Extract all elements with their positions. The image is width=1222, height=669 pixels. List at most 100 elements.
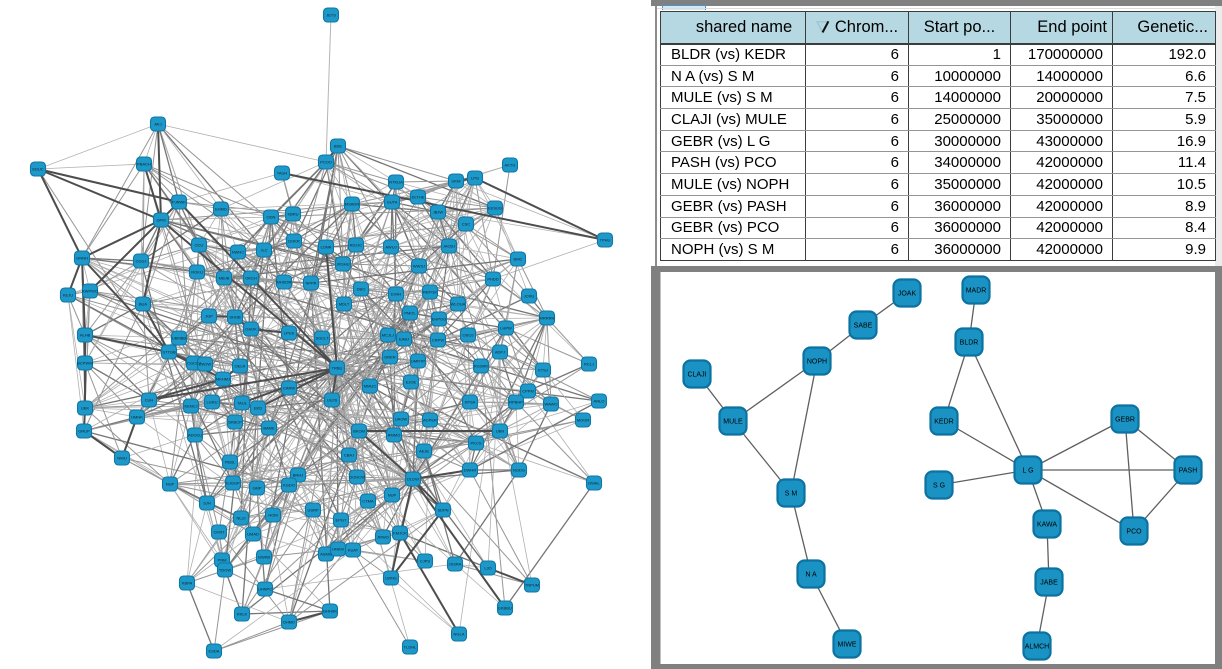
- svg-text:MCJLJ: MCJLJ: [382, 333, 394, 338]
- svg-text:LONR: LONR: [320, 245, 331, 250]
- svg-text:USRP: USRP: [307, 508, 318, 513]
- svg-text:WAWO: WAWO: [544, 402, 557, 407]
- svg-text:RDJJC: RDJJC: [350, 243, 363, 248]
- svg-text:CARW: CARW: [283, 386, 295, 391]
- svg-text:TNPUM: TNPUM: [525, 583, 539, 588]
- svg-text:UUJS: UUJS: [327, 398, 338, 403]
- svg-text:MDLT: MDLT: [339, 302, 350, 307]
- svg-text:JCRU: JCRU: [524, 294, 535, 299]
- svg-text:NPPR: NPPR: [305, 281, 316, 286]
- svg-text:KWPWO: KWPWO: [82, 289, 98, 294]
- svg-text:PCOO: PCOO: [320, 160, 332, 165]
- svg-text:NUP: NUP: [388, 493, 397, 498]
- svg-text:MULE: MULE: [723, 419, 743, 426]
- svg-text:OELR: OELR: [235, 364, 246, 369]
- svg-text:DLDW: DLDW: [407, 477, 419, 482]
- svg-text:UEK: UEK: [81, 406, 90, 411]
- svg-text:ROKU: ROKU: [191, 270, 203, 275]
- svg-text:DJHH: DJHH: [391, 292, 402, 297]
- svg-text:UMAD: UMAD: [247, 532, 259, 537]
- svg-text:BNHJ: BNHJ: [293, 473, 303, 478]
- svg-text:NWHC: NWHC: [232, 250, 245, 255]
- svg-text:KTSJ: KTSJ: [538, 368, 548, 373]
- svg-text:SHOB: SHOB: [229, 315, 241, 320]
- svg-text:MADR: MADR: [966, 288, 987, 295]
- svg-text:GWKB: GWKB: [258, 555, 271, 560]
- svg-text:EPGT: EPGT: [336, 518, 347, 523]
- svg-text:KBRU: KBRU: [287, 212, 298, 217]
- svg-text:WLOUA: WLOUA: [451, 302, 466, 307]
- svg-text:KEJU: KEJU: [63, 293, 73, 298]
- svg-text:DLTHE: DLTHE: [412, 195, 425, 200]
- svg-text:TLDHL: TLDHL: [404, 645, 417, 650]
- svg-text:MBJB: MBJB: [219, 276, 230, 281]
- svg-text:NLJJ: NLJJ: [236, 516, 245, 521]
- svg-text:EKBBU: EKBBU: [498, 606, 512, 611]
- svg-text:CLAJI: CLAJI: [687, 372, 706, 379]
- svg-text:BLDR: BLDR: [960, 340, 979, 347]
- svg-text:JKSHU: JKSHU: [336, 262, 349, 267]
- svg-text:ASMG: ASMG: [320, 552, 332, 557]
- svg-text:TPHU: TPHU: [600, 238, 611, 243]
- svg-text:JLC: JLC: [260, 248, 267, 253]
- svg-text:SABE: SABE: [854, 323, 873, 330]
- svg-text:ADPJ: ADPJ: [495, 350, 505, 355]
- svg-text:OOHCW: OOHCW: [349, 475, 365, 480]
- svg-text:JGP: JGP: [205, 314, 213, 319]
- svg-text:CGUJ: CGUJ: [136, 259, 147, 264]
- svg-text:EJGGP: EJGGP: [226, 481, 240, 486]
- svg-text:KAWA: KAWA: [1037, 522, 1057, 529]
- svg-text:MMUC: MMUC: [364, 384, 377, 389]
- svg-text:KMJCK: KMJCK: [393, 531, 407, 536]
- svg-text:DHMD: DHMD: [283, 620, 295, 625]
- svg-text:GUTA: GUTA: [387, 200, 398, 205]
- svg-text:CBAJ: CBAJ: [344, 453, 354, 458]
- svg-text:UBN: UBN: [496, 429, 505, 434]
- svg-text:N A: N A: [805, 572, 817, 579]
- svg-text:HOM: HOM: [268, 513, 277, 518]
- svg-text:KENCJ: KENCJ: [184, 404, 197, 409]
- svg-text:CPPM: CPPM: [522, 389, 534, 394]
- svg-text:AKJ: AKJ: [154, 122, 161, 127]
- svg-text:NUP: NUP: [166, 482, 175, 487]
- svg-text:LGRU: LGRU: [206, 400, 217, 405]
- svg-text:UAOW: UAOW: [395, 417, 408, 422]
- svg-text:GEBR: GEBR: [1115, 417, 1135, 424]
- svg-text:BKOM: BKOM: [353, 429, 365, 434]
- svg-text:BDE: BDE: [334, 144, 343, 149]
- svg-text:MRRRH: MRRRH: [540, 316, 555, 321]
- svg-text:NGLA: NGLA: [454, 632, 465, 637]
- svg-text:UMRTP: UMRTP: [411, 359, 425, 364]
- svg-text:JBJW: JBJW: [433, 210, 444, 215]
- svg-text:SGCLT: SGCLT: [315, 336, 329, 341]
- svg-text:PBACH: PBACH: [137, 162, 151, 167]
- svg-text:NGDG: NGDG: [513, 468, 525, 473]
- svg-text:PJRWK: PJRWK: [172, 200, 186, 205]
- svg-text:STTGB: STTGB: [162, 350, 176, 355]
- svg-text:EHPOG: EHPOG: [432, 317, 446, 322]
- svg-text:EDUC: EDUC: [32, 167, 43, 172]
- svg-text:EKD: EKD: [254, 406, 262, 411]
- svg-text:CRPW: CRPW: [432, 338, 444, 343]
- svg-text:OSOJ: OSOJ: [463, 333, 474, 338]
- svg-text:CUH: CUH: [145, 398, 154, 403]
- svg-text:MIWE: MIWE: [837, 642, 856, 649]
- svg-text:GNNH: GNNH: [76, 256, 88, 261]
- svg-text:JRWO: JRWO: [377, 535, 389, 540]
- svg-text:GRUP: GRUP: [78, 429, 90, 434]
- svg-text:UBMBB: UBMBB: [172, 336, 187, 341]
- svg-text:ALMCH: ALMCH: [1025, 644, 1050, 651]
- svg-text:PMOL: PMOL: [404, 311, 416, 316]
- svg-text:SJH: SJH: [203, 501, 211, 506]
- svg-text:CGCCJ: CGCCJ: [187, 361, 201, 366]
- svg-text:PEBL: PEBL: [225, 460, 236, 465]
- svg-text:MOGR: MOGR: [577, 418, 590, 423]
- svg-text:PHDD: PHDD: [487, 277, 498, 282]
- svg-text:OKCH: OKCH: [245, 276, 257, 281]
- svg-text:SKBCP: SKBCP: [228, 420, 242, 425]
- svg-text:DWJW: DWJW: [199, 362, 212, 367]
- svg-text:S M: S M: [785, 491, 798, 498]
- svg-text:CTMA: CTMA: [362, 499, 374, 504]
- svg-text:ADCEU: ADCEU: [188, 433, 202, 438]
- svg-text:OAOK: OAOK: [245, 327, 257, 332]
